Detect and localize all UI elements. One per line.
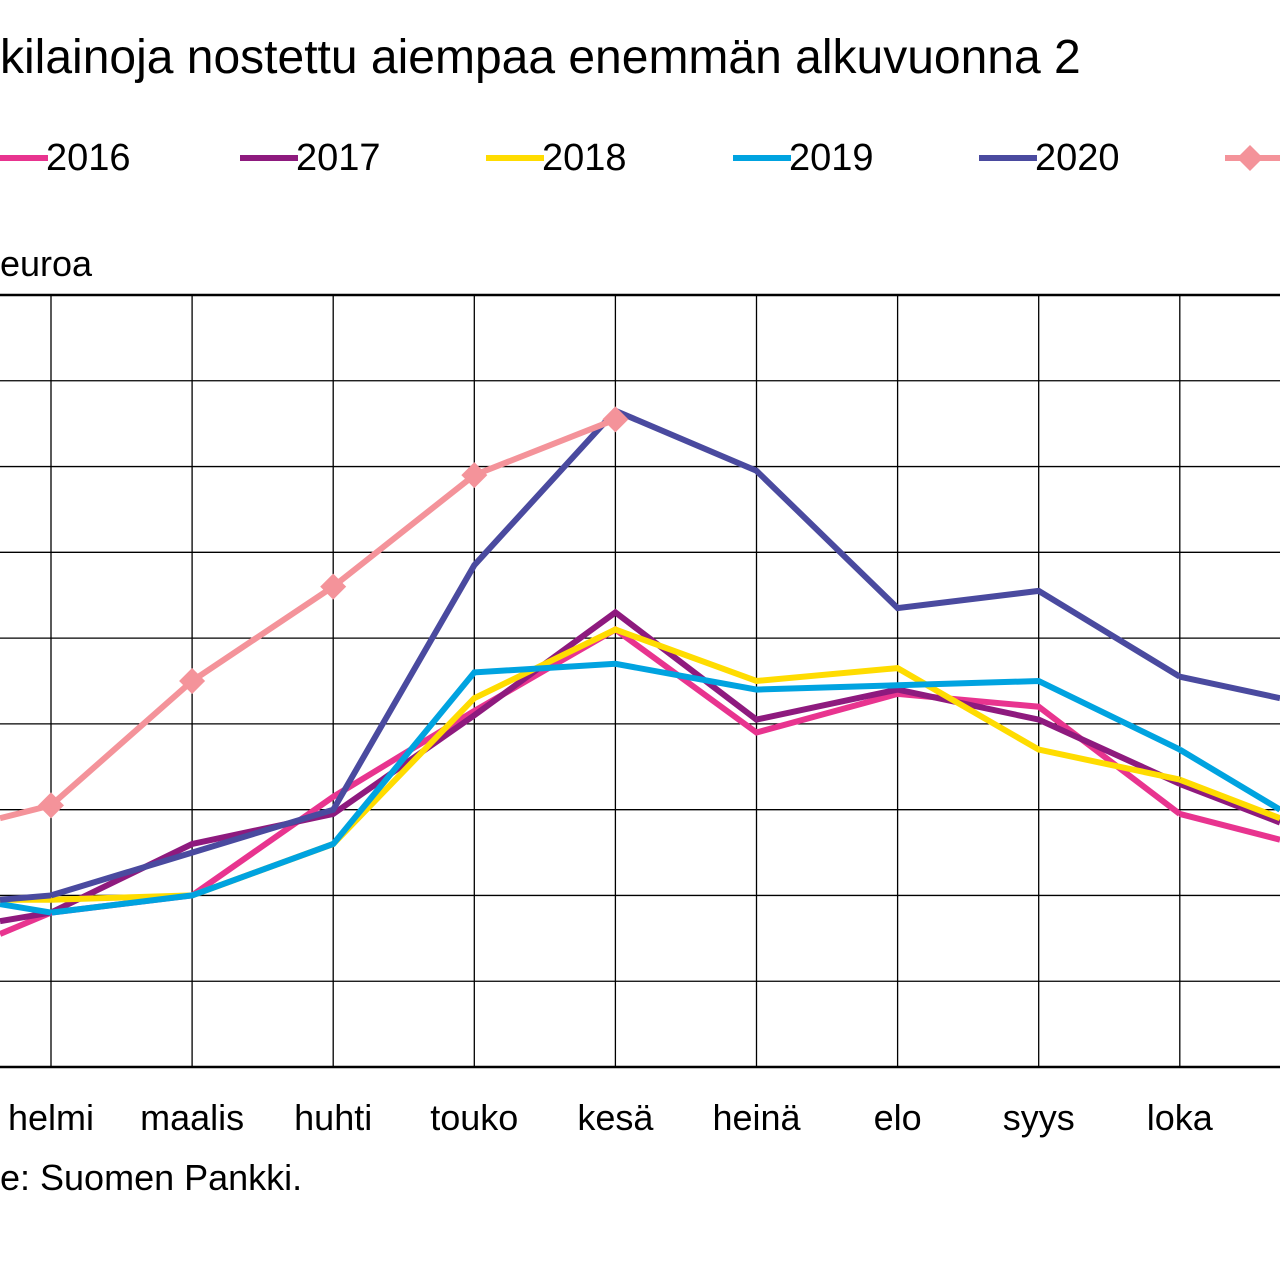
legend-swatch xyxy=(979,155,1037,161)
data-point-marker xyxy=(602,406,629,433)
x-tick-label: kesä xyxy=(577,1097,654,1138)
series-line-segment xyxy=(1179,811,1280,843)
x-tick-label: syys xyxy=(1003,1097,1075,1138)
series-line-segment xyxy=(0,892,52,903)
series-line-segment xyxy=(0,901,52,916)
legend-swatch xyxy=(733,155,791,161)
series-line-segment xyxy=(1178,776,1280,822)
x-tick-label: maalis xyxy=(140,1097,244,1138)
y-axis-unit-label: euroa xyxy=(0,243,93,284)
x-tick-label: huhti xyxy=(294,1097,372,1138)
legend-label: 2019 xyxy=(789,137,874,179)
legend-swatch xyxy=(0,155,48,161)
data-point-marker xyxy=(320,573,347,600)
legend-swatch xyxy=(240,155,298,161)
legend-swatch xyxy=(486,155,544,161)
series-line-segment xyxy=(1178,747,1280,813)
legend-label: 2016 xyxy=(46,137,131,179)
x-tick-label: elo xyxy=(874,1097,922,1138)
chart-title: kilainoja nostettu aiempaa enemmän alkuv… xyxy=(0,31,1081,84)
legend-swatch xyxy=(1225,145,1280,171)
legend-label: 2017 xyxy=(296,137,381,179)
data-point-marker xyxy=(461,462,488,489)
legend-label: 2020 xyxy=(1035,137,1120,179)
data-point-marker xyxy=(179,668,206,694)
x-tick-label: heinä xyxy=(712,1097,801,1138)
chart-legend: 2016 2017 2018 2019 2020 xyxy=(0,138,1280,178)
series-line-segment xyxy=(1179,673,1280,702)
source-note: e: Suomen Pankki. xyxy=(0,1157,303,1198)
series-line-segment xyxy=(1178,781,1280,826)
series-line-2019 xyxy=(50,660,1182,916)
series-line-segment xyxy=(0,802,52,822)
x-tick-label: touko xyxy=(430,1097,518,1138)
series-line-2017 xyxy=(49,608,1182,916)
x-tick-label: helmi xyxy=(8,1097,94,1138)
legend-label: 2018 xyxy=(542,137,627,179)
x-tick-label: loka xyxy=(1147,1097,1214,1138)
